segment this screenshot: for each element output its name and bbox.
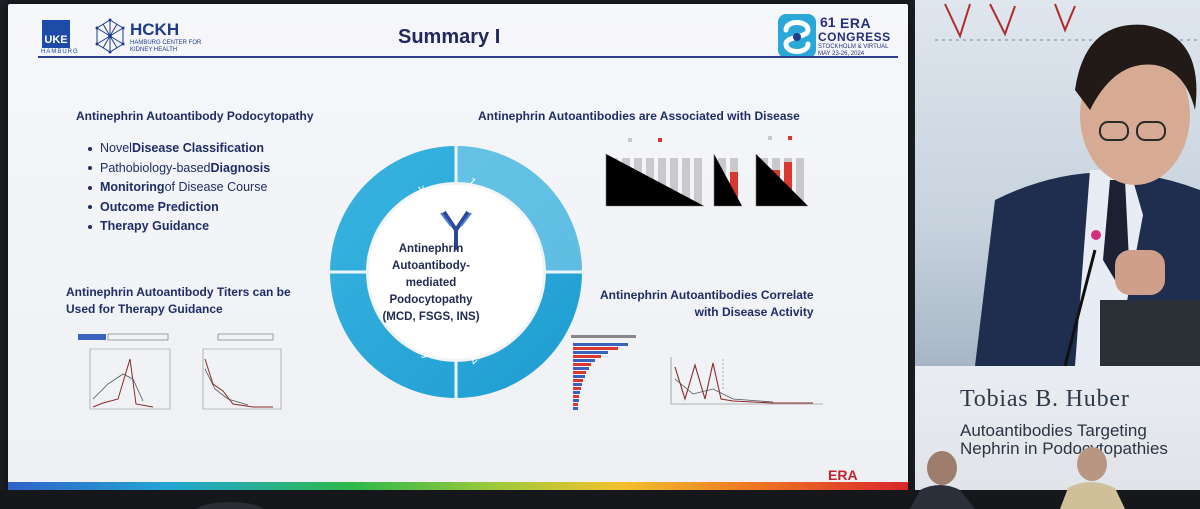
bullet-item: Outcome Prediction [88, 198, 270, 218]
bullet-item: Novel Disease Classification [88, 139, 270, 159]
activity-horizontal-bar-chart [571, 335, 636, 410]
activity-line-chart [670, 357, 823, 405]
bullet-plain-text: Pathobiology-based [100, 160, 211, 175]
talk-title-line1: Autoantibodies Targeting [960, 421, 1147, 440]
titers-title-line2: Used for Therapy Guidance [66, 302, 223, 316]
hckh-network-icon [95, 18, 125, 54]
activity-section-title: Antinephrin Autoantibodies Correlate wit… [600, 287, 814, 321]
bullet-item: Monitoring of Disease Course [88, 178, 270, 198]
uke-logo: UKE [42, 20, 70, 48]
patient-a-graph [78, 333, 171, 410]
hckh-logo-subtitle: HAMBURG CENTER FOR KIDNEY HEALTH [130, 40, 202, 53]
disease-association-title: Antinephrin Autoantibodies are Associate… [478, 109, 800, 123]
bullet-plain-text: Novel [100, 141, 132, 155]
stage-floor [0, 490, 1200, 509]
bullet-dot [88, 146, 92, 151]
slide-title: Summary I [398, 26, 501, 48]
ring-center-line4: (MCD, FSGS, INS) [382, 311, 480, 323]
bullet-dot [88, 224, 92, 229]
bullet-dot [88, 166, 92, 171]
bullet-plain-text: of Disease Course [164, 180, 268, 194]
hckh-logo-title: HCKH [130, 20, 180, 39]
uke-logo-subtext: HAMBURG [41, 49, 79, 55]
talk-title: Autoantibodies Targeting Nephrin in Podo… [960, 422, 1200, 458]
ring-center-line3: Podocytopathy [389, 294, 473, 306]
speaker-name-card: Tobias B. Huber Autoantibodies Targeting… [915, 366, 1200, 509]
era-congress-label: CONGRESS [818, 30, 891, 44]
bullet-item: Therapy Guidance [88, 217, 270, 237]
era-footer-logo: ERA [828, 467, 858, 483]
header-divider [38, 56, 898, 58]
topic-ring-diagram: 1. Epidemiology 2. Biomarker 3. Therapy … [330, 146, 582, 398]
podocytopathy-section-title: Antinephrin Autoantibody Podocytopathy [76, 109, 314, 123]
era-congress-logo-icon [778, 14, 816, 58]
bullet-bold-text: Diagnosis [210, 160, 271, 175]
speaker-figure [935, 3, 1200, 366]
bullet-bold-text: Therapy Guidance [100, 219, 210, 233]
speaker-name: Tobias B. Huber [960, 386, 1130, 412]
slide-rainbow-footer-bar [8, 482, 908, 490]
antibody-icon [440, 210, 472, 250]
patient-b-graph [202, 333, 282, 410]
podocytopathy-bullet-list: Novel Disease Classification Pathobiolog… [88, 139, 270, 237]
talk-title-line2: Nephrin in Podocytopathies [960, 439, 1168, 458]
bullet-bold-text: Outcome Prediction [100, 199, 219, 214]
bullet-bold-text: Disease Classification [131, 141, 264, 155]
era-edition-number: 61 [820, 14, 836, 30]
titers-section-title: Antinephrin Autoantibody Titers can be U… [66, 284, 291, 318]
era-name: ERA [840, 15, 872, 31]
bullet-dot [88, 185, 92, 190]
activity-title-line2: with Disease Activity [694, 305, 814, 319]
presentation-slide: UKE HAMBURG HCKH HAMBURG CENTER FOR KIDN… [8, 4, 908, 496]
speaker-video-feed [915, 0, 1200, 366]
bullet-item: Pathobiology-based Diagnosis [88, 159, 270, 179]
bullet-dot [88, 205, 92, 210]
titers-title-line1: Antinephrin Autoantibody Titers can be [66, 285, 291, 299]
ring-center-text: Antinephrin Autoantibody-mediated Podocy… [378, 241, 484, 326]
disease-bar-charts [605, 136, 808, 207]
uke-logo-text: UKE [44, 34, 68, 46]
activity-title-line1: Antinephrin Autoantibodies Correlate [600, 288, 814, 302]
audience-silhouettes [196, 447, 1125, 509]
ring-center-line1: Antinephrin [398, 243, 464, 255]
ring-center-line2: Autoantibody-mediated [392, 260, 470, 289]
bullet-bold-text: Monitoring [100, 180, 165, 194]
era-congress-place: STOCKHOLM & VIRTUAL MAY 23-26, 2024 [818, 44, 889, 57]
